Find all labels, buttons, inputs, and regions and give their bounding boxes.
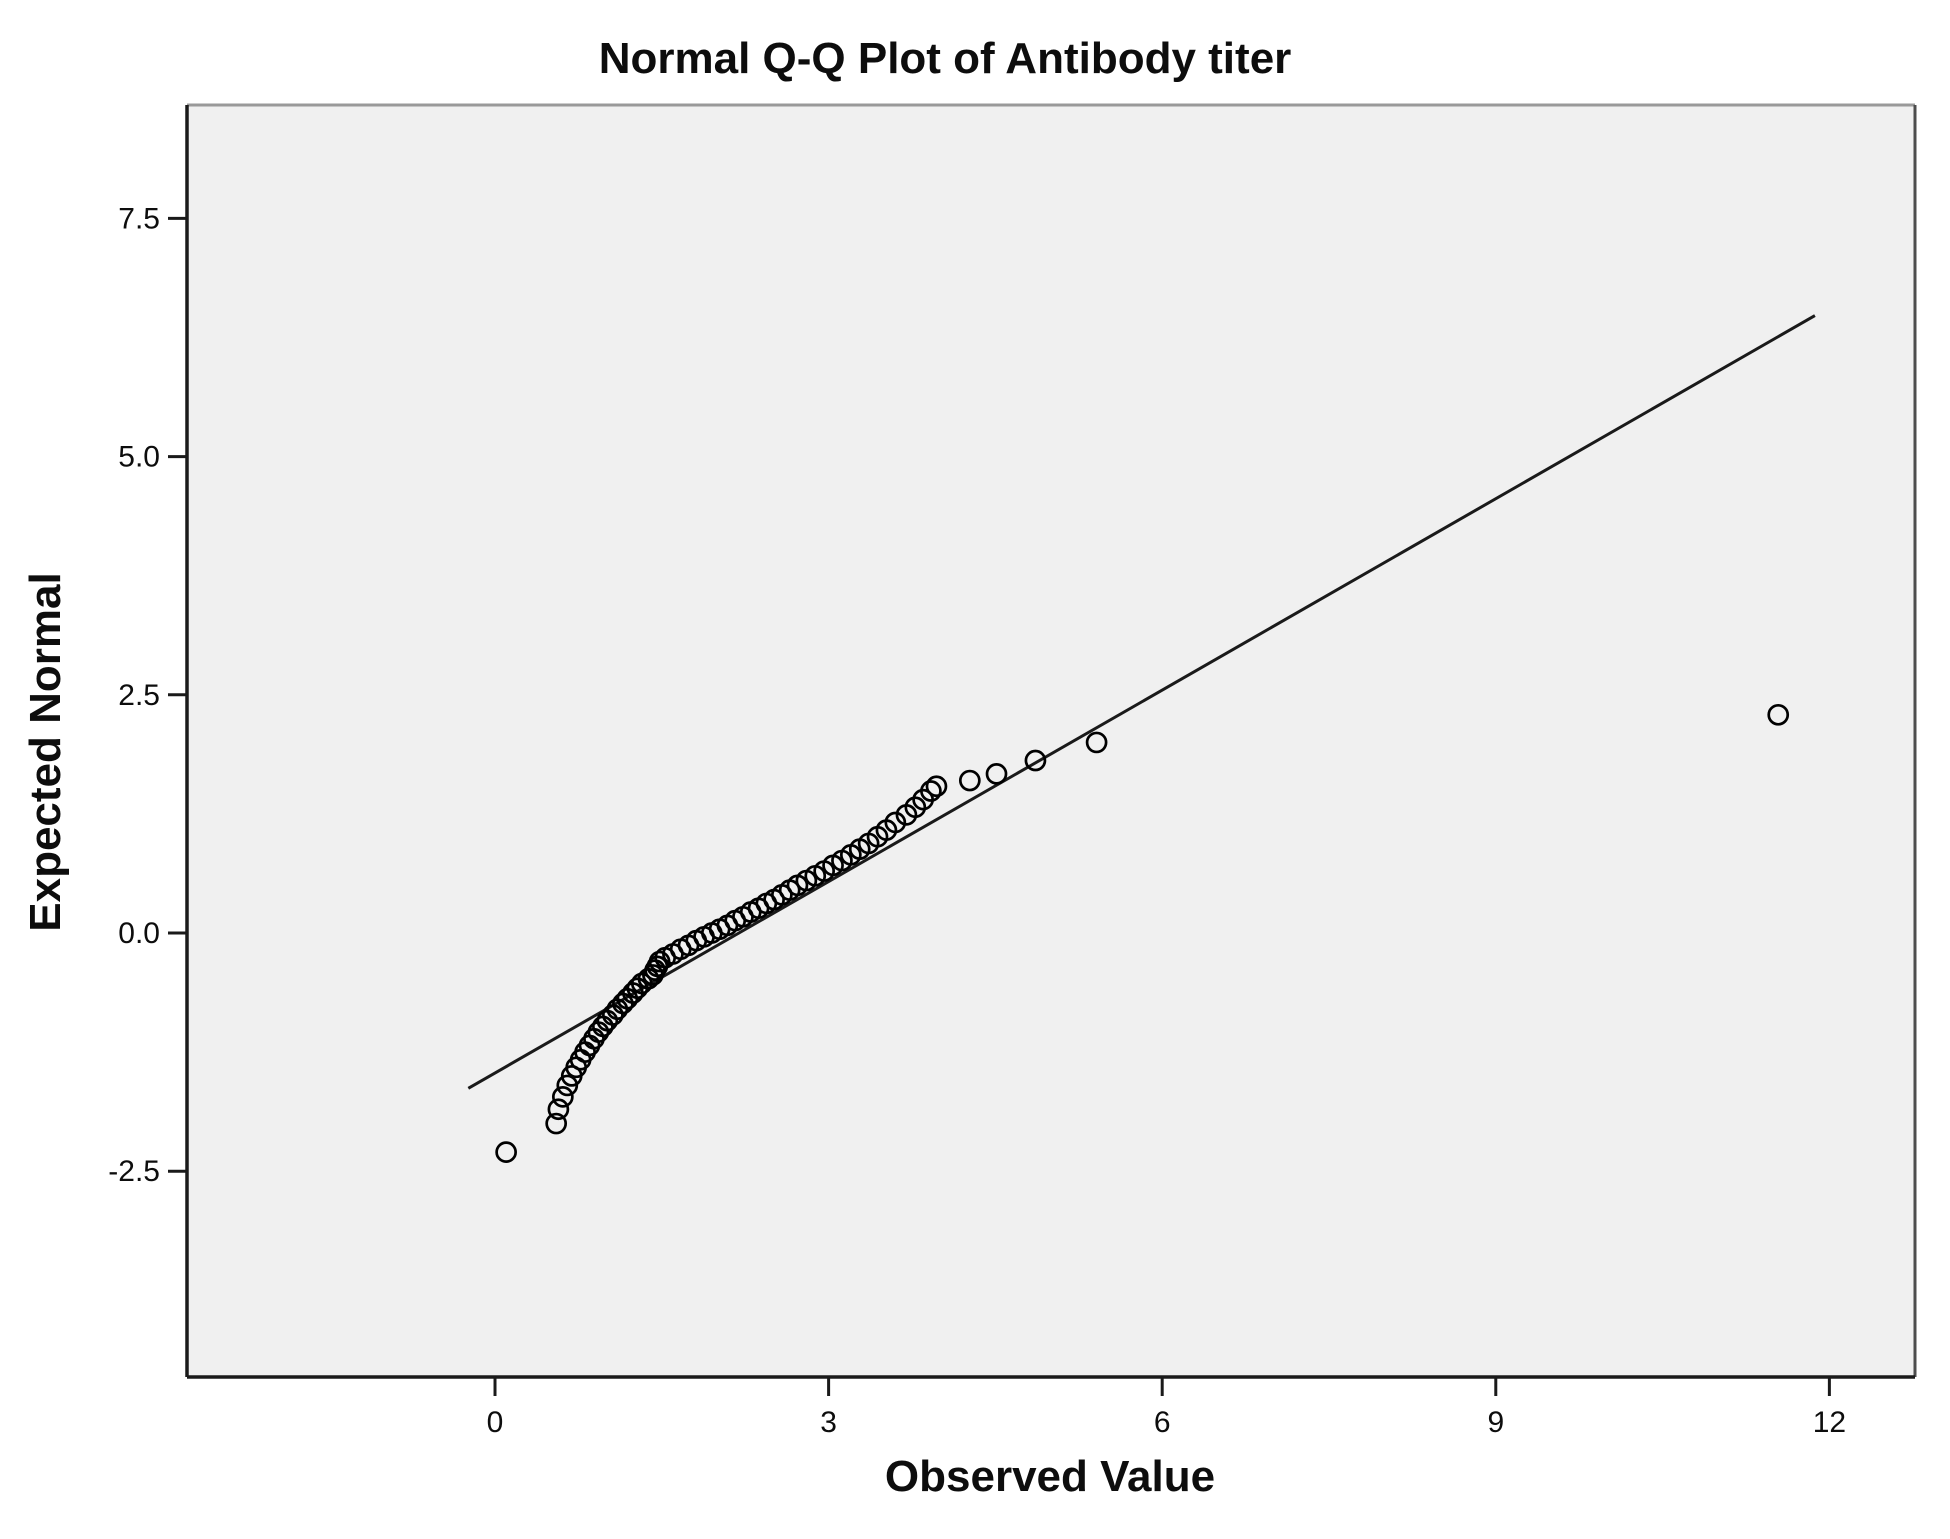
data-point (495, 1141, 517, 1163)
data-point (884, 811, 907, 834)
x-tick-label: 9 (1487, 1406, 1504, 1439)
data-point (958, 769, 981, 792)
y-tick-label: 2.5 (118, 679, 160, 712)
chart-title: Normal Q-Q Plot of Antibody titer (598, 34, 1292, 83)
x-axis-label: Observed Value (884, 1452, 1216, 1501)
data-point (985, 763, 1008, 785)
y-tick-label: -2.5 (108, 1155, 160, 1188)
data-point (545, 1112, 568, 1135)
x-tick-label: 3 (820, 1406, 837, 1439)
x-tick-label: 6 (1154, 1406, 1171, 1439)
data-point (1767, 703, 1790, 726)
plot-area (187, 105, 1915, 1377)
data-point (551, 1086, 574, 1108)
x-tick-label: 0 (487, 1406, 504, 1439)
y-tick-label: 5.0 (118, 441, 160, 474)
data-point (925, 775, 948, 798)
reference-line (467, 314, 1816, 1090)
y-axis-label: Expected Normal (21, 572, 70, 932)
y-tick-label: 7.5 (118, 202, 160, 235)
data-point (1085, 731, 1108, 754)
data-point (920, 780, 942, 802)
y-tick-label: 0.0 (118, 917, 160, 950)
data-point (547, 1098, 570, 1121)
x-tick-label: 12 (1813, 1406, 1846, 1439)
data-point (1024, 749, 1047, 772)
data-point (904, 796, 927, 819)
